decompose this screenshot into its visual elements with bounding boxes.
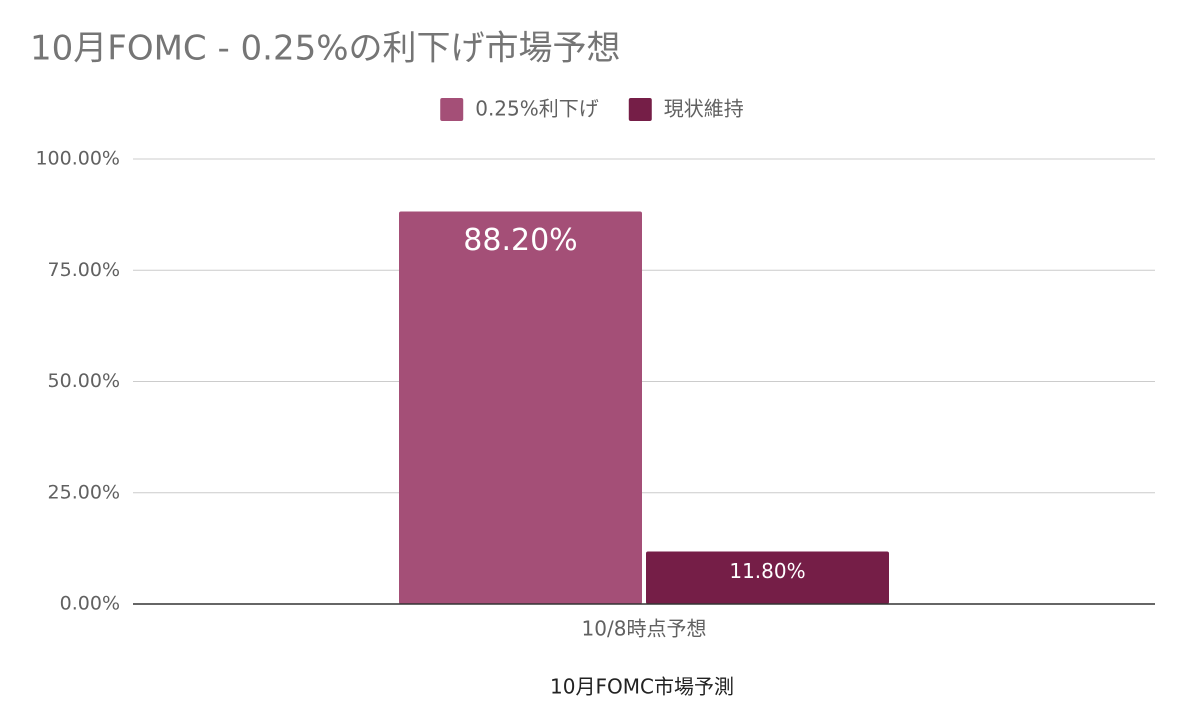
y-tick-label: 75.00%: [48, 259, 120, 281]
legend-label: 現状維持: [664, 97, 744, 121]
chart-title: 10月FOMC - 0.25%の利下げ市場予想: [30, 29, 621, 69]
data-label: 11.80%: [729, 559, 805, 583]
y-tick-label: 100.00%: [35, 148, 120, 170]
data-label: 88.20%: [463, 223, 577, 258]
legend-swatch: [440, 98, 464, 121]
x-axis-title: 10月FOMC市場予測: [550, 675, 734, 699]
y-tick-label: 25.00%: [48, 481, 120, 503]
y-tick-label: 50.00%: [48, 370, 120, 392]
legend-label: 0.25%利下げ: [475, 97, 599, 121]
legend-swatch: [628, 98, 652, 121]
bar: [646, 551, 889, 604]
bar: [399, 211, 642, 604]
y-tick-label: 0.00%: [60, 593, 120, 615]
x-tick-label: 10/8時点予想: [582, 617, 707, 641]
